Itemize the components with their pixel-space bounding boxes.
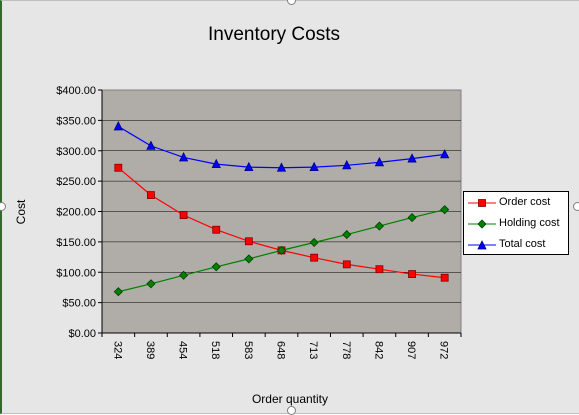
y-tick-label: $350.00 (56, 115, 96, 127)
selection-handle-left[interactable] (0, 202, 6, 211)
legend[interactable]: Order cost Holding cost Total cost (463, 191, 569, 255)
data-point-holding-cost (179, 270, 189, 280)
y-tick-label: $300.00 (56, 146, 96, 158)
data-point-holding-cost (374, 221, 384, 231)
legend-item-order-cost: Order cost (464, 193, 568, 213)
data-point-holding-cost (407, 213, 417, 223)
data-point-order-cost (212, 225, 221, 234)
y-tick-label: $200.00 (56, 207, 96, 219)
data-point-order-cost (179, 211, 188, 220)
legend-item-holding-cost: Holding cost (464, 214, 568, 234)
x-tick-label: 324 (111, 341, 123, 359)
x-tick-label: 842 (372, 341, 384, 359)
selection-handle-top[interactable] (287, 0, 296, 5)
legend-label-holding-cost: Holding cost (499, 217, 560, 229)
data-point-total-cost (211, 158, 221, 169)
legend-label-order-cost: Order cost (499, 196, 551, 208)
chart-title: Inventory Costs (208, 24, 340, 45)
data-point-holding-cost (244, 254, 254, 264)
data-point-total-cost (276, 162, 287, 172)
y-tick-label: $0.00 (68, 328, 96, 340)
data-point-order-cost (114, 163, 123, 172)
x-tick-label: 389 (144, 341, 156, 359)
data-point-total-cost (244, 161, 254, 172)
y-tick-label: $50.00 (62, 298, 96, 310)
x-tick-label: 972 (438, 341, 450, 359)
data-point-order-cost (408, 270, 416, 278)
x-tick-label: 907 (405, 341, 417, 359)
y-tick-label: $250.00 (56, 176, 96, 188)
data-point-order-cost (342, 260, 351, 269)
legend-triangle-marker-icon (468, 240, 496, 250)
data-point-total-cost (178, 152, 189, 162)
data-point-holding-cost (276, 245, 287, 255)
data-point-order-cost (440, 273, 449, 282)
data-point-total-cost (342, 159, 352, 170)
data-point-order-cost (244, 237, 253, 246)
x-tick-label: 518 (209, 341, 221, 359)
data-point-total-cost (440, 149, 450, 159)
data-point-holding-cost (211, 262, 221, 272)
x-axis-label: Order quantity (252, 392, 328, 406)
selection-handle-right[interactable] (573, 202, 579, 211)
x-tick-label: 713 (307, 341, 319, 359)
data-point-holding-cost (342, 230, 352, 240)
data-point-holding-cost (113, 287, 123, 297)
data-point-holding-cost (309, 237, 319, 248)
legend-square-marker-icon (468, 199, 496, 207)
legend-diamond-marker-icon (468, 219, 496, 229)
data-point-total-cost (309, 161, 319, 172)
data-point-holding-cost (146, 279, 156, 289)
y-axis-label: Cost (14, 199, 28, 224)
data-point-order-cost (375, 265, 384, 274)
data-point-total-cost (407, 153, 417, 163)
data-point-total-cost (374, 156, 385, 167)
legend-item-total-cost: Total cost (464, 235, 568, 255)
data-point-holding-cost (440, 205, 450, 215)
data-point-total-cost (146, 140, 156, 150)
legend-label-total-cost: Total cost (499, 238, 546, 250)
x-tick-label: 778 (340, 341, 352, 359)
data-point-order-cost (310, 253, 319, 262)
y-tick-label: $100.00 (56, 267, 96, 279)
y-tick-label: $400.00 (56, 85, 96, 97)
x-tick-label: 454 (177, 341, 189, 359)
data-point-total-cost (113, 121, 123, 131)
x-tick-label: 583 (242, 341, 254, 359)
data-point-order-cost (147, 191, 155, 199)
y-tick-label: $150.00 (56, 237, 96, 249)
x-tick-label: 648 (275, 341, 287, 359)
